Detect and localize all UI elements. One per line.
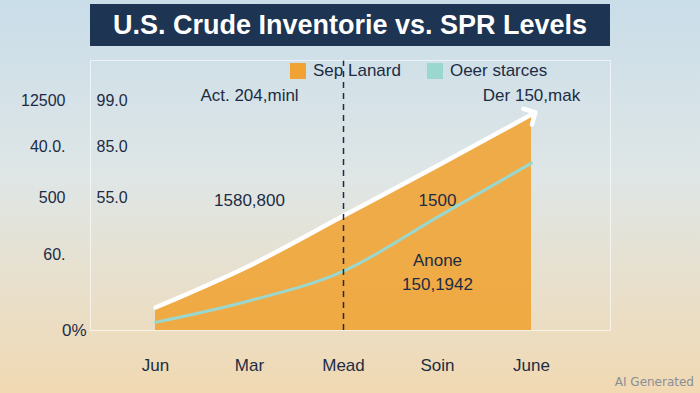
svg-text:Der 150,mak: Der 150,mak xyxy=(483,86,581,105)
svg-text:Mar: Mar xyxy=(235,356,265,375)
svg-text:Act. 204,minl: Act. 204,minl xyxy=(200,86,298,105)
svg-text:Anone: Anone xyxy=(413,251,462,270)
svg-text:June: June xyxy=(513,356,550,375)
svg-text:85.0: 85.0 xyxy=(97,138,128,155)
svg-text:150,1942: 150,1942 xyxy=(402,275,473,294)
html-text:Oeer starces: Oeer starces xyxy=(449,61,548,80)
svg-text:40.0.: 40.0. xyxy=(30,138,66,155)
svg-text:Mead: Mead xyxy=(322,356,365,375)
svg-text:0%: 0% xyxy=(62,321,87,340)
html-text:AI Generated: AI Generated xyxy=(614,375,694,389)
html-text:U.S. Crude Inventorie vs. SPR: U.S. Crude Inventorie vs. SPR Levels xyxy=(112,10,588,40)
svg-text:60.: 60. xyxy=(43,246,65,263)
html-text:Sep Lanard: Sep Lanard xyxy=(313,61,401,80)
svg-text:99.0: 99.0 xyxy=(97,92,128,109)
svg-text:1580,800: 1580,800 xyxy=(214,191,285,210)
svg-text:500: 500 xyxy=(39,189,66,206)
svg-text:1500: 1500 xyxy=(419,191,457,210)
svg-text:12500: 12500 xyxy=(21,92,66,109)
svg-text:55.0: 55.0 xyxy=(97,189,128,206)
svg-text:Jun: Jun xyxy=(142,356,169,375)
svg-text:Soin: Soin xyxy=(420,356,454,375)
